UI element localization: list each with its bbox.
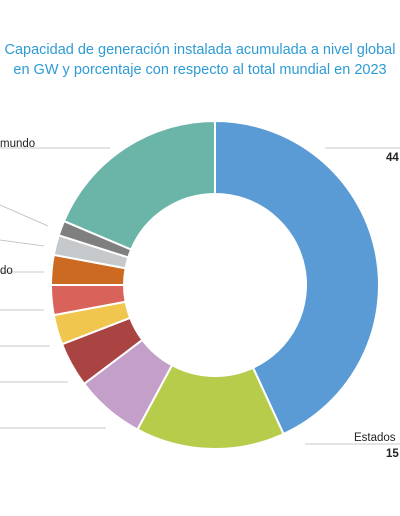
- value-label-bottom-right: 15: [386, 448, 399, 460]
- donut-slice-0: [214, 119, 380, 436]
- label-mundo: mundo: [0, 138, 35, 150]
- label-do: do: [0, 265, 13, 277]
- chart-title-line-1: Capacidad de generación instalada acumul…: [4, 42, 396, 58]
- leader-lines: [0, 147, 400, 445]
- chart-title-line-2: en GW y porcentaje con respecto al total…: [13, 62, 387, 78]
- value-label-top-right: 44: [386, 152, 399, 164]
- leader-line-2: [0, 239, 45, 247]
- chart-title: Capacidad de generación instalada acumul…: [0, 40, 400, 80]
- label-estados: Estados: [354, 432, 396, 444]
- leader-line-1: [0, 204, 49, 227]
- donut-slices: [49, 119, 380, 450]
- donut-slice-9: [62, 119, 216, 251]
